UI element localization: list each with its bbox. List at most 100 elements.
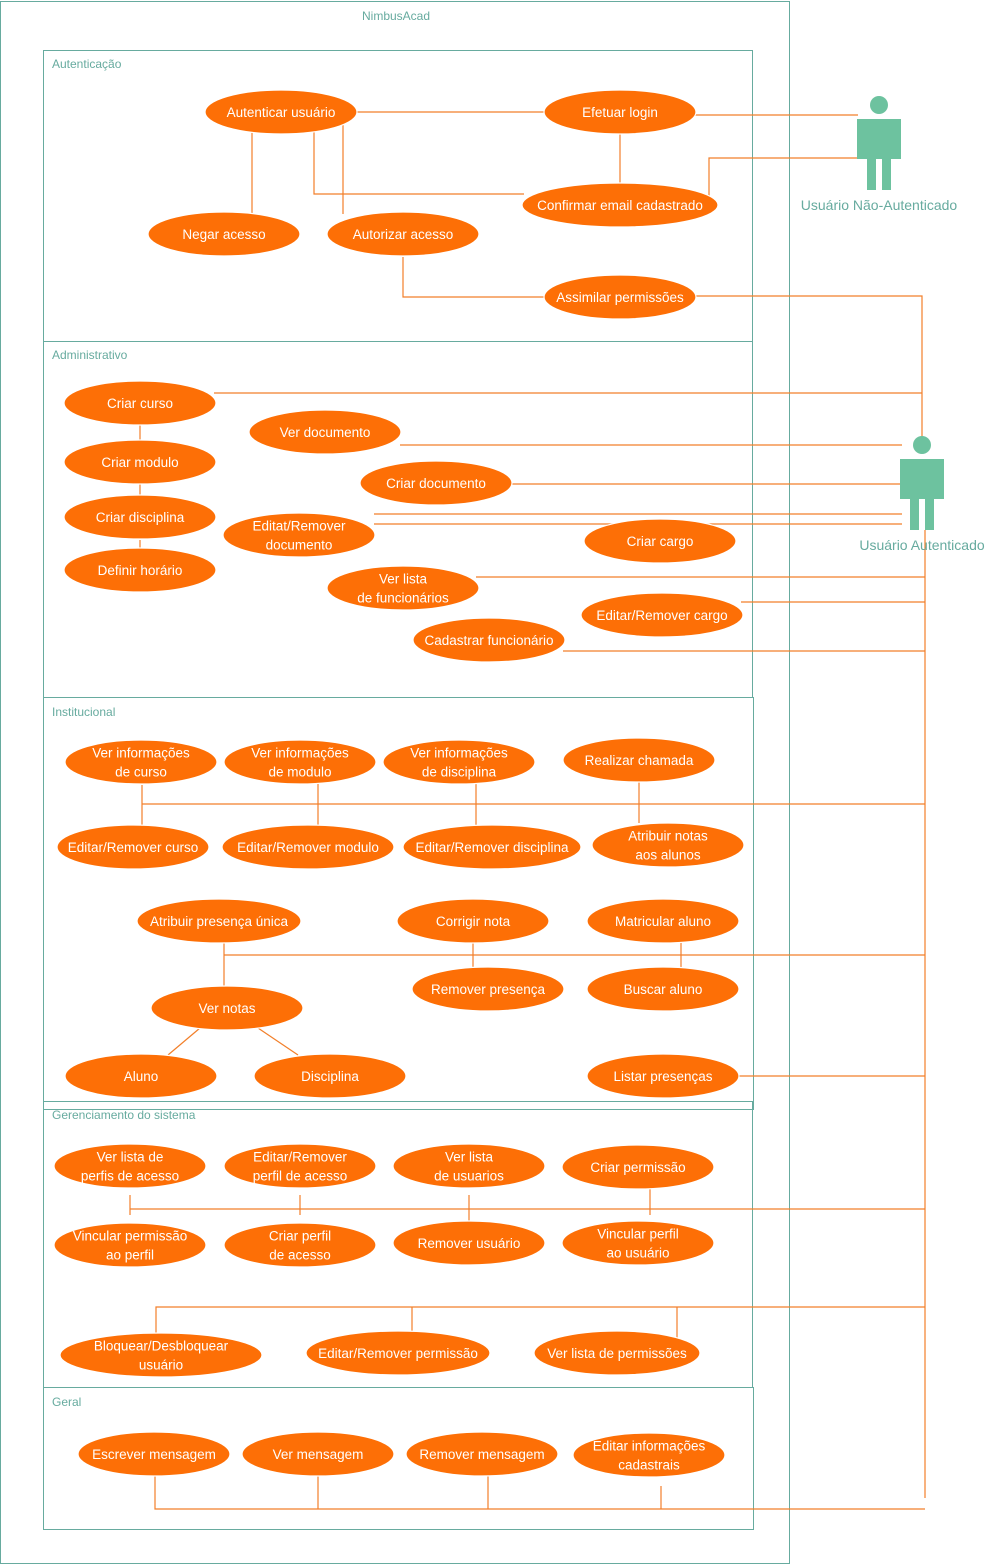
use-case-label: Ver informações: [251, 746, 349, 761]
use-case-ellipse: [221, 824, 395, 870]
use-case-editar-remover-documento[interactable]: Editat/Remover documento: [222, 512, 376, 558]
use-case-label: Matricular aluno: [615, 914, 711, 929]
use-case-label: ao usuário: [606, 1246, 669, 1261]
use-case-ellipse: [241, 1431, 395, 1477]
use-case-disciplina[interactable]: Disciplina: [253, 1053, 407, 1099]
use-case-atribuir-presenca[interactable]: Atribuir presença única: [136, 898, 302, 944]
use-case-label: documento: [266, 538, 333, 553]
use-case-vincular-perfil[interactable]: Vincular perfil ao usuário: [561, 1220, 715, 1266]
use-case-label: Criar documento: [386, 476, 486, 491]
use-case-label: Editar/Remover: [253, 1150, 347, 1165]
use-case-label: Aluno: [124, 1069, 159, 1084]
use-case-ellipse: [63, 380, 217, 426]
connector: [313, 130, 524, 195]
use-case-criar-perfil[interactable]: Criar perfil de acesso: [223, 1222, 377, 1268]
use-case-label: Ver lista: [445, 1150, 494, 1165]
use-case-ver-info-disciplina[interactable]: Ver informações de disciplina: [382, 739, 536, 785]
use-case-label: Vincular perfil: [597, 1227, 679, 1242]
use-case-ellipse: [586, 1053, 740, 1099]
use-case-label: Criar modulo: [101, 455, 178, 470]
use-case-efetuar-login[interactable]: Efetuar login: [543, 89, 697, 135]
use-case-autorizar-acesso[interactable]: Autorizar acesso: [326, 211, 480, 257]
use-case-label: cadastrais: [618, 1458, 680, 1473]
use-case-vincular-permissao[interactable]: Vincular permissão ao perfil: [53, 1222, 207, 1268]
connector: [708, 157, 858, 196]
use-case-confirmar-email[interactable]: Confirmar email cadastrado: [521, 182, 719, 228]
actor-label: Usuário Não-Autenticado: [801, 197, 958, 213]
actor-usuario-nao-autenticado[interactable]: Usuário Não-Autenticado: [801, 96, 958, 213]
use-case-cadastrar-funcionario[interactable]: Cadastrar funcionário: [412, 617, 566, 663]
use-case-label: de modulo: [268, 765, 331, 780]
use-case-label: de acesso: [269, 1248, 331, 1263]
use-case-ver-lista-perfis[interactable]: Ver lista de perfis de acesso: [53, 1143, 207, 1189]
use-case-editar-remover-cargo[interactable]: Editar/Remover cargo: [580, 592, 744, 638]
use-case-label: Editar/Remover curso: [68, 840, 199, 855]
use-case-escrever-mensagem[interactable]: Escrever mensagem: [77, 1431, 231, 1477]
use-case-matricular-aluno[interactable]: Matricular aluno: [586, 898, 740, 944]
use-case-editar-info-cadastrais[interactable]: Editar informações cadastrais: [572, 1432, 726, 1478]
use-case-editar-remover-disciplina[interactable]: Editar/Remover disciplina: [402, 824, 582, 870]
use-case-aluno[interactable]: Aluno: [64, 1053, 218, 1099]
use-case-editar-remover-permissao[interactable]: Editar/Remover permissão: [305, 1330, 491, 1376]
use-case-label: Ver informações: [92, 746, 190, 761]
use-case-listar-presencas[interactable]: Listar presenças: [586, 1053, 740, 1099]
use-case-remover-presenca[interactable]: Remover presença: [411, 966, 565, 1012]
use-case-label: Editar/Remover permissão: [318, 1346, 478, 1361]
use-case-definir-horario[interactable]: Definir horário: [63, 547, 217, 593]
use-case-ellipse: [561, 1144, 715, 1190]
use-case-buscar-aluno[interactable]: Buscar aluno: [586, 966, 740, 1012]
use-case-label: Criar cargo: [627, 534, 694, 549]
use-case-autenticar-usuario[interactable]: Autenticar usuário: [204, 89, 358, 135]
use-case-label: Ver informações: [410, 746, 508, 761]
use-case-criar-curso[interactable]: Criar curso: [63, 380, 217, 426]
package-geral-frame: [43, 1387, 754, 1530]
use-case-ver-notas[interactable]: Ver notas: [150, 985, 304, 1031]
use-case-ellipse: [305, 1330, 491, 1376]
use-case-label: Definir horário: [98, 563, 183, 578]
use-case-ellipse: [586, 966, 740, 1012]
use-case-label: aos alunos: [635, 848, 701, 863]
use-case-ellipse: [222, 512, 376, 558]
use-case-criar-documento[interactable]: Criar documento: [359, 460, 513, 506]
use-case-label: Ver notas: [198, 1001, 255, 1016]
use-case-atribuir-notas[interactable]: Atribuir notas aos alunos: [591, 822, 745, 868]
use-case-ver-lista-funcionarios[interactable]: Ver lista de funcionários: [326, 565, 480, 611]
use-case-label: Autenticar usuário: [227, 105, 336, 120]
actor-usuario-autenticado[interactable]: Usuário Autenticado: [859, 436, 985, 553]
use-case-label: perfil de acesso: [253, 1169, 348, 1184]
use-case-ver-lista-usuarios[interactable]: Ver lista de usuarios: [392, 1143, 546, 1189]
actor-person-icon: [857, 96, 901, 190]
use-case-editar-remover-modulo[interactable]: Editar/Remover modulo: [221, 824, 395, 870]
use-case-ver-mensagem[interactable]: Ver mensagem: [241, 1431, 395, 1477]
use-case-negar-acesso[interactable]: Negar acesso: [147, 211, 301, 257]
use-case-label: Escrever mensagem: [92, 1447, 216, 1462]
use-case-realizar-chamada[interactable]: Realizar chamada: [562, 737, 716, 783]
use-case-criar-permissao[interactable]: Criar permissão: [561, 1144, 715, 1190]
use-case-criar-modulo[interactable]: Criar modulo: [63, 439, 217, 485]
actor-person-icon: [900, 436, 944, 530]
use-case-ver-lista-permissoes[interactable]: Ver lista de permissões: [533, 1330, 701, 1376]
use-case-ellipse: [591, 822, 745, 868]
use-case-ellipse: [359, 460, 513, 506]
use-case-corrigir-nota[interactable]: Corrigir nota: [396, 898, 550, 944]
use-case-remover-mensagem[interactable]: Remover mensagem: [405, 1431, 559, 1477]
use-case-label: Criar disciplina: [96, 510, 185, 525]
use-case-assimilar-permissoes[interactable]: Assimilar permissões: [543, 274, 697, 320]
use-case-ver-documento[interactable]: Ver documento: [248, 409, 402, 455]
use-case-editar-remover-curso[interactable]: Editar/Remover curso: [56, 824, 210, 870]
use-case-label: Editat/Remover: [252, 519, 346, 534]
use-case-label: Efetuar login: [582, 105, 658, 120]
use-case-ellipse: [580, 592, 744, 638]
use-case-editar-remover-perfil[interactable]: Editar/Remover perfil de acesso: [223, 1143, 377, 1189]
use-case-label: Editar/Remover cargo: [596, 608, 727, 623]
use-case-bloquear-usuario[interactable]: Bloquear/Desbloquear usuário: [59, 1332, 263, 1378]
use-case-ver-info-modulo[interactable]: Ver informações de modulo: [223, 739, 377, 785]
package-gerenciamento-label: Gerenciamento do sistema: [52, 1108, 196, 1122]
use-case-ellipse: [64, 739, 218, 785]
use-case-label: Criar permissão: [590, 1160, 685, 1175]
use-case-ver-info-curso[interactable]: Ver informações de curso: [64, 739, 218, 785]
use-case-remover-usuario[interactable]: Remover usuário: [392, 1220, 546, 1266]
use-case-ellipse: [248, 409, 402, 455]
use-case-criar-cargo[interactable]: Criar cargo: [583, 518, 737, 564]
use-case-criar-disciplina[interactable]: Criar disciplina: [63, 494, 217, 540]
